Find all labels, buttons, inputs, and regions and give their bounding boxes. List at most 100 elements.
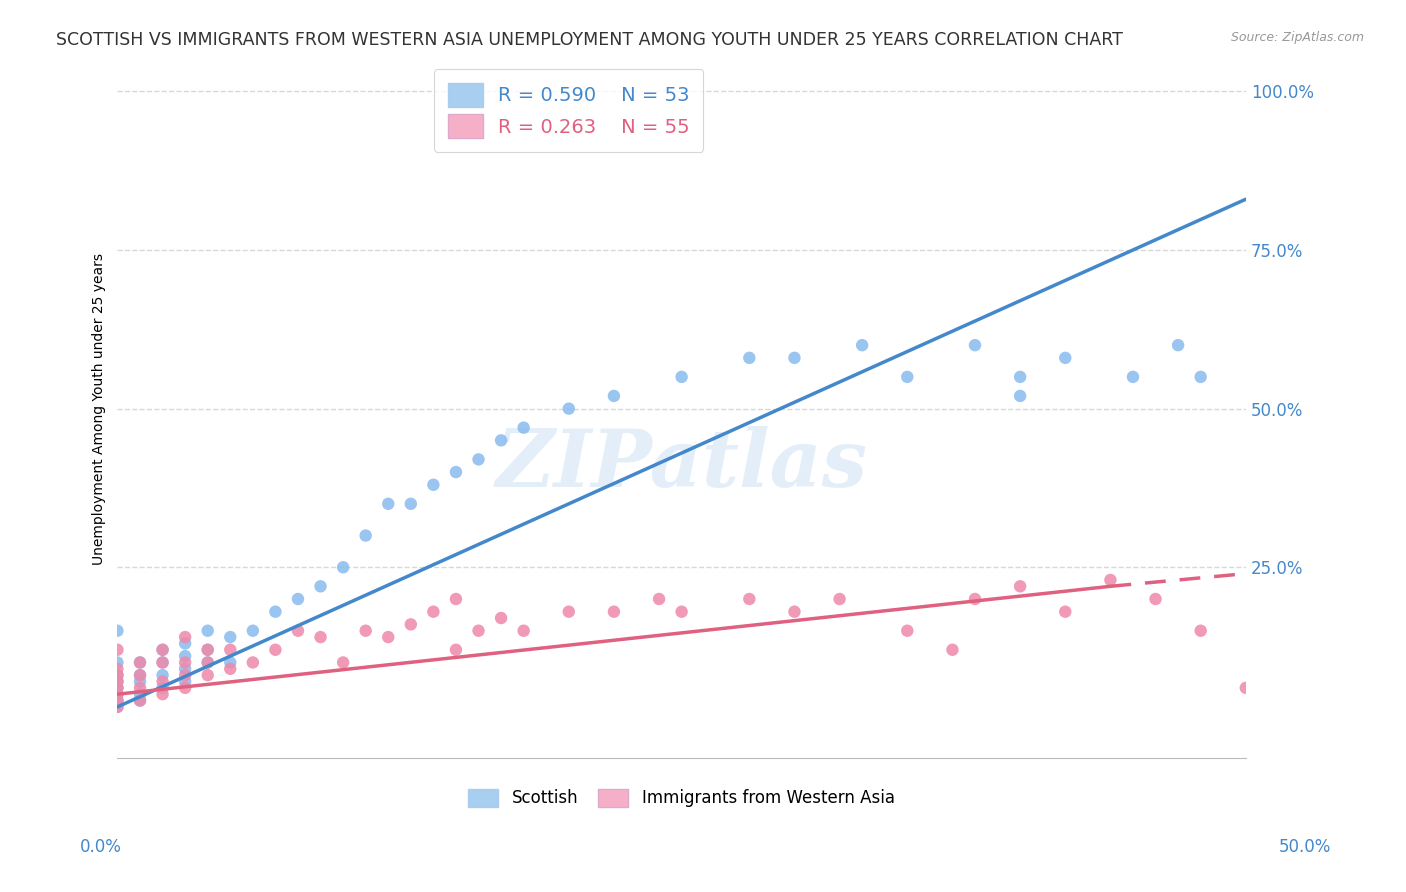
Point — [174, 681, 197, 695]
Point — [558, 605, 581, 619]
Point — [467, 452, 489, 467]
Point — [107, 699, 129, 714]
Point — [129, 674, 152, 689]
Point — [242, 656, 264, 670]
Point — [197, 656, 219, 670]
Point — [107, 693, 129, 707]
Point — [489, 434, 512, 448]
Point — [107, 699, 129, 714]
Point — [107, 687, 129, 701]
Point — [107, 681, 129, 695]
Point — [783, 605, 806, 619]
Point — [129, 668, 152, 682]
Point — [287, 592, 309, 607]
Point — [738, 592, 761, 607]
Point — [219, 642, 242, 657]
Point — [896, 624, 918, 638]
Text: ZIPatlas: ZIPatlas — [495, 425, 868, 503]
Point — [174, 649, 197, 664]
Point — [354, 624, 377, 638]
Point — [851, 338, 873, 352]
Point — [603, 605, 626, 619]
Point — [129, 687, 152, 701]
Point — [467, 624, 489, 638]
Point — [107, 668, 129, 682]
Point — [603, 389, 626, 403]
Point — [174, 662, 197, 676]
Point — [1099, 573, 1122, 587]
Point — [107, 662, 129, 676]
Point — [107, 687, 129, 701]
Point — [174, 630, 197, 644]
Point — [197, 642, 219, 657]
Point — [671, 370, 693, 384]
Point — [107, 668, 129, 682]
Point — [963, 592, 986, 607]
Point — [129, 681, 152, 695]
Point — [107, 656, 129, 670]
Point — [444, 465, 467, 479]
Point — [422, 477, 444, 491]
Point — [152, 668, 174, 682]
Point — [512, 420, 534, 434]
Point — [309, 579, 332, 593]
Point — [174, 636, 197, 650]
Point — [152, 687, 174, 701]
Point — [152, 681, 174, 695]
Point — [129, 693, 152, 707]
Text: SCOTTISH VS IMMIGRANTS FROM WESTERN ASIA UNEMPLOYMENT AMONG YOUTH UNDER 25 YEARS: SCOTTISH VS IMMIGRANTS FROM WESTERN ASIA… — [56, 31, 1123, 49]
Point — [242, 624, 264, 638]
Point — [219, 656, 242, 670]
Point — [1010, 370, 1032, 384]
Point — [422, 605, 444, 619]
Point — [152, 656, 174, 670]
Point — [264, 642, 287, 657]
Legend: Scottish, Immigrants from Western Asia: Scottish, Immigrants from Western Asia — [460, 780, 903, 815]
Point — [399, 497, 422, 511]
Point — [332, 656, 354, 670]
Point — [377, 630, 399, 644]
Point — [287, 624, 309, 638]
Point — [129, 693, 152, 707]
Point — [197, 624, 219, 638]
Point — [197, 656, 219, 670]
Point — [1167, 338, 1189, 352]
Point — [129, 656, 152, 670]
Text: Source: ZipAtlas.com: Source: ZipAtlas.com — [1230, 31, 1364, 45]
Point — [174, 674, 197, 689]
Point — [129, 668, 152, 682]
Point — [1234, 681, 1257, 695]
Point — [107, 674, 129, 689]
Text: 0.0%: 0.0% — [80, 838, 122, 855]
Point — [1054, 605, 1077, 619]
Point — [671, 605, 693, 619]
Point — [1122, 370, 1144, 384]
Point — [107, 681, 129, 695]
Point — [354, 528, 377, 542]
Point — [1189, 370, 1212, 384]
Point — [828, 592, 851, 607]
Point — [107, 674, 129, 689]
Point — [129, 656, 152, 670]
Point — [648, 592, 671, 607]
Point — [107, 642, 129, 657]
Point — [1010, 579, 1032, 593]
Point — [107, 693, 129, 707]
Point — [963, 338, 986, 352]
Point — [1010, 389, 1032, 403]
Point — [783, 351, 806, 365]
Point — [152, 674, 174, 689]
Point — [1054, 351, 1077, 365]
Point — [444, 592, 467, 607]
Point — [264, 605, 287, 619]
Text: 50.0%: 50.0% — [1278, 838, 1331, 855]
Point — [219, 662, 242, 676]
Point — [309, 630, 332, 644]
Point — [1144, 592, 1167, 607]
Point — [152, 642, 174, 657]
Point — [332, 560, 354, 574]
Point — [174, 668, 197, 682]
Point — [558, 401, 581, 416]
Point — [219, 630, 242, 644]
Point — [399, 617, 422, 632]
